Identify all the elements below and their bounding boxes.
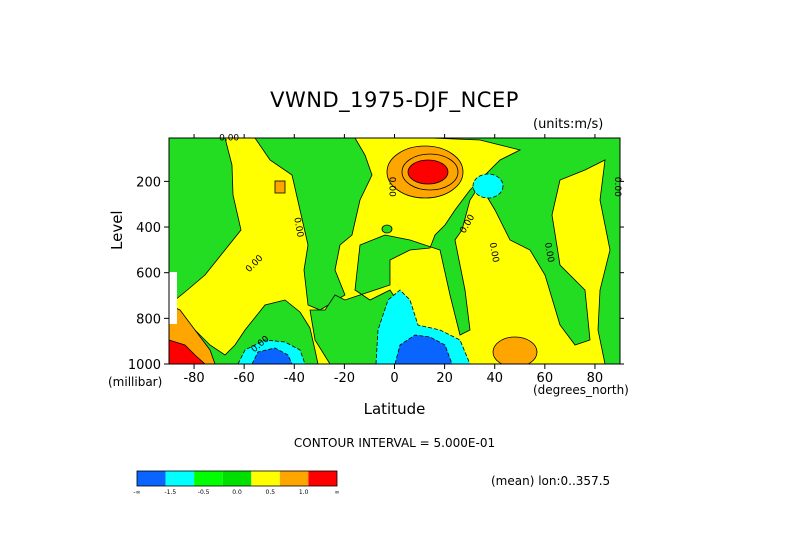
contour-label: 0.00 xyxy=(612,177,622,197)
colorbar-label: -∞ xyxy=(133,489,140,496)
contour-label: 0.00 xyxy=(291,217,304,239)
x-tick-label: -60 xyxy=(234,371,255,386)
contour-label: 0.00 xyxy=(386,177,396,197)
x-tick-label: -40 xyxy=(284,371,305,386)
x-tick-label: 0 xyxy=(390,371,398,386)
colorbar-swatch xyxy=(137,471,166,486)
x-tick-label: 80 xyxy=(587,371,604,386)
colorbar-swatch xyxy=(279,471,309,486)
contour-label: 0.00 xyxy=(542,242,555,264)
colorbar-swatch xyxy=(251,471,280,486)
y-axis-unit: (millibar) xyxy=(108,375,163,389)
colorbar-swatch xyxy=(222,471,252,486)
x-tick-label: 60 xyxy=(537,371,554,386)
colorbar-label: -1.5 xyxy=(164,489,176,496)
colorbar-label: 0.0 xyxy=(232,489,242,496)
region-green-island xyxy=(381,224,393,234)
y-tick-label: 400 xyxy=(136,221,161,236)
colorbar-label: 0.5 xyxy=(266,489,276,496)
region-red-jet xyxy=(407,159,449,185)
region-green-center-left xyxy=(254,138,373,311)
colorbar-swatch xyxy=(308,471,337,486)
contour-interval: CONTOUR INTERVAL = 5.000E-01 xyxy=(293,436,496,450)
region-red-left-bottom xyxy=(169,339,206,364)
contour-label: 0.00 xyxy=(487,242,500,264)
x-axis: -80 -60 -40 -20 0 20 40 60 80 xyxy=(183,134,603,386)
colorbar-label: ∞ xyxy=(335,489,340,496)
region-orange-small xyxy=(274,180,286,194)
contour-label: 0.00 xyxy=(219,134,239,144)
y-tick-label: 600 xyxy=(136,267,161,282)
units-label: (units:m/s) xyxy=(533,117,604,132)
colorbar-swatch xyxy=(165,471,195,486)
plot-area xyxy=(169,138,620,364)
y-tick-label: 1000 xyxy=(128,358,161,373)
colorbar: -∞ -1.5 -0.5 0.0 0.5 1.0 ∞ xyxy=(133,470,340,496)
region-cyan-upper xyxy=(472,173,504,199)
region-orange-right-bottom xyxy=(492,336,538,364)
x-tick-label: 20 xyxy=(436,371,453,386)
x-tick-label: -20 xyxy=(334,371,355,386)
chart-title: VWND_1975-DJF_NCEP xyxy=(270,88,519,112)
y-axis: 200 400 600 800 1000 xyxy=(128,175,624,373)
region-blue-bottom-left xyxy=(251,347,293,364)
missing-data-block xyxy=(169,272,177,324)
x-axis-unit: (degrees_north) xyxy=(533,383,629,397)
colorbar-swatch xyxy=(194,471,223,486)
region-blue-lower xyxy=(394,334,453,364)
y-tick-label: 800 xyxy=(136,312,161,327)
colorbar-frame xyxy=(136,470,338,487)
x-axis-label: Latitude xyxy=(363,400,426,418)
mean-lon-annotation: (mean) lon:0..357.5 xyxy=(491,474,611,488)
y-tick-label: 200 xyxy=(136,175,161,190)
x-tick-label: -80 xyxy=(183,371,204,386)
colorbar-label: -0.5 xyxy=(198,489,210,496)
x-tick-label: 40 xyxy=(486,371,503,386)
colorbar-label: 1.0 xyxy=(299,489,309,496)
